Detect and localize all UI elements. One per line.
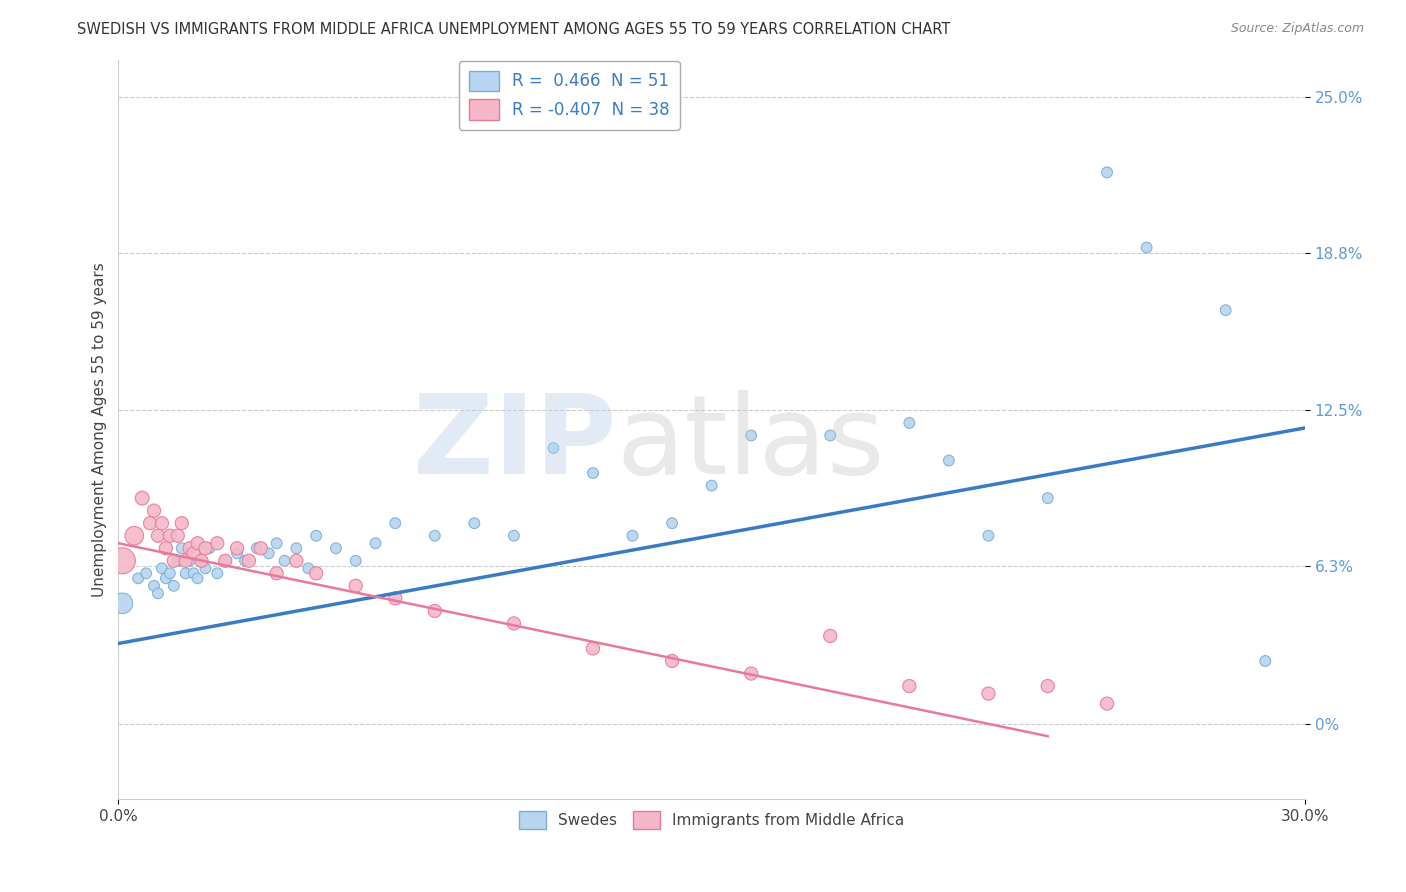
Point: [190, 554, 212, 568]
Point: [174, 566, 197, 581]
Point: [135, 566, 157, 581]
Point: [155, 541, 177, 556]
Point: [214, 554, 236, 568]
Point: [898, 416, 921, 430]
Point: [740, 428, 762, 442]
Point: [1036, 491, 1059, 505]
Point: [1095, 697, 1118, 711]
Point: [183, 566, 205, 581]
Point: [186, 571, 208, 585]
Point: [305, 529, 328, 543]
Legend: Swedes, Immigrants from Middle Africa: Swedes, Immigrants from Middle Africa: [513, 805, 911, 836]
Point: [246, 541, 269, 556]
Point: [384, 516, 406, 531]
Point: [582, 641, 605, 656]
Point: [661, 654, 683, 668]
Point: [1036, 679, 1059, 693]
Point: [207, 566, 229, 581]
Point: [898, 679, 921, 693]
Point: [174, 554, 197, 568]
Point: [143, 503, 166, 517]
Point: [1095, 165, 1118, 179]
Point: [305, 566, 328, 581]
Point: [820, 428, 842, 442]
Point: [194, 541, 217, 556]
Text: ZIP: ZIP: [413, 391, 617, 498]
Point: [233, 554, 256, 568]
Point: [700, 478, 723, 492]
Point: [344, 579, 367, 593]
Point: [170, 541, 193, 556]
Point: [214, 554, 236, 568]
Point: [1215, 303, 1237, 318]
Point: [285, 554, 308, 568]
Point: [179, 541, 201, 556]
Point: [170, 516, 193, 531]
Point: [543, 441, 565, 455]
Point: [423, 529, 446, 543]
Point: [820, 629, 842, 643]
Point: [463, 516, 485, 531]
Point: [122, 529, 145, 543]
Point: [297, 561, 319, 575]
Point: [325, 541, 347, 556]
Point: [226, 546, 249, 560]
Point: [502, 529, 524, 543]
Point: [938, 453, 960, 467]
Y-axis label: Unemployment Among Ages 55 to 59 years: Unemployment Among Ages 55 to 59 years: [93, 262, 107, 597]
Point: [582, 466, 605, 480]
Point: [159, 566, 181, 581]
Point: [384, 591, 406, 606]
Point: [285, 541, 308, 556]
Point: [226, 541, 249, 556]
Point: [344, 554, 367, 568]
Point: [257, 546, 280, 560]
Point: [194, 561, 217, 575]
Point: [111, 596, 134, 610]
Text: atlas: atlas: [617, 391, 886, 498]
Point: [423, 604, 446, 618]
Point: [977, 687, 1000, 701]
Point: [150, 516, 173, 531]
Point: [146, 529, 169, 543]
Point: [266, 566, 288, 581]
Point: [502, 616, 524, 631]
Point: [143, 579, 166, 593]
Point: [155, 571, 177, 585]
Point: [111, 554, 134, 568]
Point: [139, 516, 162, 531]
Point: [146, 586, 169, 600]
Point: [183, 546, 205, 560]
Point: [127, 571, 149, 585]
Point: [198, 541, 221, 556]
Point: [179, 554, 201, 568]
Point: [273, 554, 295, 568]
Point: [166, 529, 188, 543]
Point: [238, 554, 260, 568]
Point: [163, 579, 186, 593]
Point: [249, 541, 271, 556]
Point: [190, 554, 212, 568]
Point: [131, 491, 153, 505]
Point: [1254, 654, 1277, 668]
Point: [1136, 241, 1159, 255]
Point: [266, 536, 288, 550]
Point: [186, 536, 208, 550]
Point: [977, 529, 1000, 543]
Point: [163, 554, 186, 568]
Point: [621, 529, 644, 543]
Point: [159, 529, 181, 543]
Point: [661, 516, 683, 531]
Point: [207, 536, 229, 550]
Text: SWEDISH VS IMMIGRANTS FROM MIDDLE AFRICA UNEMPLOYMENT AMONG AGES 55 TO 59 YEARS : SWEDISH VS IMMIGRANTS FROM MIDDLE AFRICA…: [77, 22, 950, 37]
Point: [740, 666, 762, 681]
Point: [150, 561, 173, 575]
Text: Source: ZipAtlas.com: Source: ZipAtlas.com: [1230, 22, 1364, 36]
Point: [364, 536, 387, 550]
Point: [166, 554, 188, 568]
